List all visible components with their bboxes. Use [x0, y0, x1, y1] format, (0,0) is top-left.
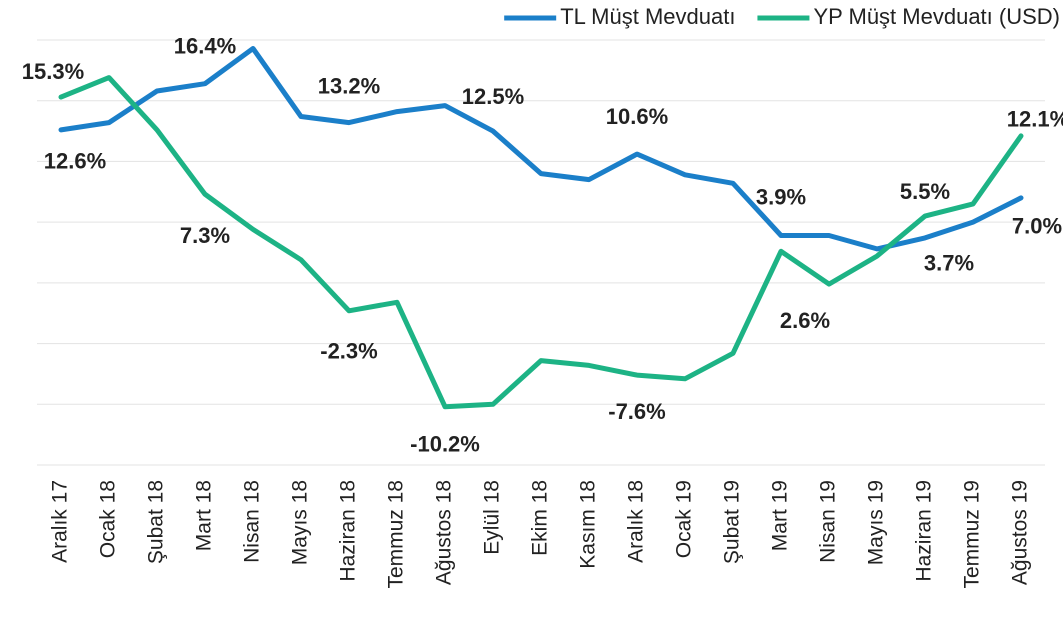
x-tick-label: Haziran 19: [913, 480, 936, 582]
data-label: 5.5%: [900, 179, 950, 204]
data-label: -10.2%: [410, 432, 480, 457]
x-tick-label: Kasım 18: [577, 480, 600, 569]
data-label: 15.3%: [22, 59, 84, 84]
data-label: 7.0%: [1012, 214, 1062, 239]
x-tick-label: Mart 18: [193, 480, 216, 551]
series-line: [58, 75, 1024, 410]
x-tick-label: Ocak 18: [97, 480, 120, 558]
data-label: 7.3%: [180, 223, 230, 248]
x-tick-label: Eylül 18: [481, 480, 504, 555]
x-tick-label: Mayıs 19: [865, 480, 888, 565]
data-label: 12.1%: [1007, 107, 1063, 132]
x-tick-label: Şubat 18: [145, 480, 168, 564]
x-tick-label: Nisan 19: [817, 480, 840, 563]
x-tick-label: Şubat 19: [721, 480, 744, 564]
x-tick-label: Haziran 18: [337, 480, 360, 582]
data-label: 3.7%: [924, 251, 974, 276]
legend: YP Müşt Mevduatı (USD) TL Müşt Mevduatı: [504, 4, 1060, 29]
data-label: -7.6%: [608, 399, 665, 424]
data-label: 3.9%: [756, 184, 806, 209]
legend-label: YP Müşt Mevduatı (USD): [813, 4, 1060, 29]
x-tick-label: Mart 19: [769, 480, 792, 551]
x-tick-label: Aralık 18: [625, 480, 648, 563]
x-tick-label: Ocak 19: [673, 480, 696, 558]
data-label: 12.5%: [462, 84, 524, 109]
data-label: 12.6%: [44, 149, 106, 174]
x-tick-label: Ağustos 19: [1009, 480, 1032, 585]
x-tick-label: Nisan 18: [241, 480, 264, 563]
x-tick-label: Ağustos 18: [433, 480, 456, 585]
data-label: 16.4%: [174, 34, 236, 59]
x-tick-label: Mayıs 18: [289, 480, 312, 565]
series-line: [58, 46, 1024, 252]
data-label: 13.2%: [318, 73, 380, 98]
x-tick-label: Ekim 18: [529, 480, 552, 556]
data-label: 2.6%: [780, 308, 830, 333]
x-tick-label: Temmuz 19: [961, 480, 984, 589]
x-tick-label: Aralık 17: [49, 480, 72, 563]
data-label: -2.3%: [320, 339, 377, 364]
x-tick-label: Temmuz 18: [385, 480, 408, 589]
legend-label: TL Müşt Mevduatı: [560, 4, 735, 29]
data-label: 10.6%: [606, 104, 668, 129]
